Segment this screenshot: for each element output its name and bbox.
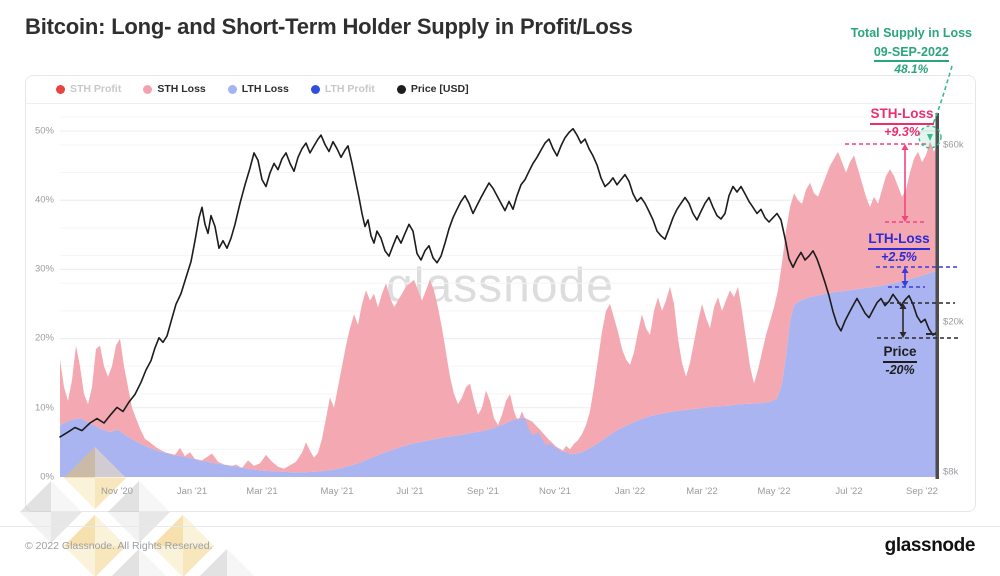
legend-dot	[143, 84, 153, 94]
glassnode-watermark-text: glassnode	[386, 259, 614, 313]
total-supply-value: 48.1%	[894, 62, 929, 77]
sth-loss-delta: +9.3%	[884, 124, 920, 139]
lth-loss-label: LTH-Loss	[868, 231, 930, 250]
legend-label: LTH Profit	[324, 83, 375, 95]
y-axis-left-tick: 30%	[34, 263, 54, 275]
lth-loss-delta: +2.5%	[881, 249, 917, 264]
price-delta: -20%	[885, 362, 915, 377]
x-axis-tick: Jul '22	[835, 486, 863, 497]
x-axis-tick: Nov '20	[101, 486, 133, 497]
glassnode-wordmark: glassnode	[884, 535, 976, 556]
y-axis-left-tick: 40%	[34, 194, 54, 206]
sth-loss-label: STH-Loss	[870, 106, 934, 125]
footer-divider	[0, 526, 1000, 527]
y-axis-right-tick: $20k	[943, 316, 964, 328]
x-axis-tick: Sep '21	[467, 486, 499, 497]
legend-dot	[227, 84, 237, 94]
y-axis-right-tick: $60k	[943, 139, 964, 151]
y-axis-left-tick: 50%	[34, 125, 54, 137]
chart-legend: STH Profit STH Loss LTH Loss LTH Profit Pric…	[56, 75, 469, 103]
legend-item-sth-loss[interactable]: STH Loss	[143, 83, 206, 95]
legend-divider	[26, 103, 973, 104]
x-axis-tick: Jan '21	[176, 486, 208, 497]
x-axis-tick: Mar '22	[686, 486, 718, 497]
copyright-text: © 2022 Glassnode. All Rights Reserved.	[25, 540, 213, 552]
sth-loss-annotation: STH-Loss +9.3%	[852, 104, 952, 141]
legend-item-lth-profit[interactable]: LTH Profit	[310, 83, 375, 95]
legend-dot	[396, 84, 406, 94]
total-supply-date: 09-SEP-2022	[873, 45, 949, 63]
y-axis-left-tick: 10%	[34, 402, 54, 414]
legend-label: STH Loss	[157, 83, 206, 95]
legend-dot	[56, 84, 65, 94]
y-axis-left-tick: 0%	[40, 471, 54, 483]
legend-label: LTH Loss	[241, 83, 289, 95]
lth-loss-annotation: LTH-Loss +2.5%	[849, 229, 949, 266]
x-axis-tick: Jul '21	[396, 486, 424, 497]
legend-item-price-usd-[interactable]: Price [USD]	[396, 83, 469, 95]
legend-dot	[310, 84, 320, 94]
legend-item-sth-profit[interactable]: STH Profit	[56, 83, 121, 95]
x-axis-tick: Jan '22	[614, 486, 646, 497]
x-axis-tick: Nov '21	[539, 486, 571, 497]
watermark-diamond	[195, 548, 259, 576]
total-supply-annotation: Total Supply in Loss 09-SEP-2022 48.1%	[851, 26, 972, 77]
legend-label: STH Profit	[70, 83, 122, 95]
x-axis-tick: Sep '22	[906, 486, 938, 497]
price-annotation: Price -20%	[850, 342, 950, 379]
page-title: Bitcoin: Long- and Short-Term Holder Sup…	[25, 14, 633, 39]
x-axis-tick: Mar '21	[246, 486, 278, 497]
total-supply-title: Total Supply in Loss	[850, 26, 972, 40]
x-axis-tick: May '21	[320, 486, 354, 497]
y-axis-right-tick: $8k	[943, 466, 959, 478]
y-axis-left-tick: 20%	[34, 332, 54, 344]
legend-item-lth-loss[interactable]: LTH Loss	[227, 83, 289, 95]
x-axis-tick: May '22	[757, 486, 791, 497]
watermark-diamond	[107, 548, 171, 576]
legend-label: Price [USD]	[410, 83, 469, 95]
price-label: Price	[883, 344, 917, 363]
